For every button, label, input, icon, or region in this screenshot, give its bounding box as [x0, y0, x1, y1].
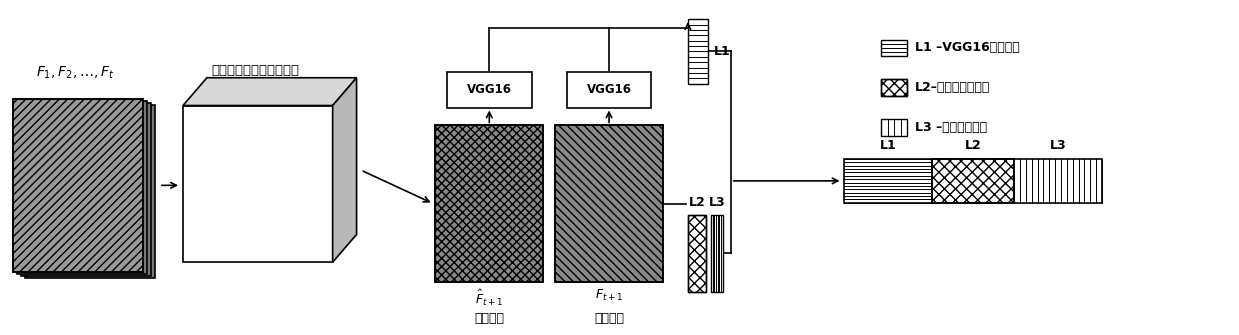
Bar — [881, 79, 907, 96]
Bar — [688, 215, 706, 292]
Polygon shape — [183, 78, 357, 106]
Text: 生成图像: 生成图像 — [475, 312, 504, 325]
Bar — [688, 19, 707, 84]
Bar — [21, 103, 151, 276]
Bar — [932, 159, 1014, 203]
Bar — [845, 159, 932, 203]
Bar — [17, 100, 147, 274]
Bar — [688, 215, 706, 292]
Text: L3: L3 — [1049, 139, 1067, 152]
Bar — [14, 98, 142, 272]
Text: 三维金字塔图像生成网络: 三维金字塔图像生成网络 — [212, 64, 300, 77]
Text: L1 –VGG16特征距离: L1 –VGG16特征距离 — [916, 42, 1020, 55]
Bar — [14, 98, 142, 272]
Bar — [555, 125, 663, 282]
Bar — [711, 215, 722, 292]
Text: L2–图像间欧式距离: L2–图像间欧式距离 — [916, 81, 991, 94]
Bar — [1014, 159, 1101, 203]
Text: VGG16: VGG16 — [467, 83, 512, 96]
Bar — [881, 40, 907, 56]
Text: L3: L3 — [709, 196, 725, 209]
Bar — [435, 125, 543, 282]
Text: L1: L1 — [714, 45, 731, 58]
Bar — [566, 72, 652, 108]
Text: L2: L2 — [965, 139, 981, 152]
Bar — [881, 119, 907, 136]
Text: $F_{t+1}$: $F_{t+1}$ — [595, 288, 623, 303]
Bar — [183, 106, 332, 262]
Bar — [555, 125, 663, 282]
Text: L3 –图像间梯度差: L3 –图像间梯度差 — [916, 121, 987, 134]
Bar — [447, 72, 532, 108]
Text: L2: L2 — [689, 196, 705, 209]
Text: $F_1, F_2, \ldots, F_t$: $F_1, F_2, \ldots, F_t$ — [36, 64, 114, 81]
Bar — [881, 79, 907, 96]
Bar — [435, 125, 543, 282]
Text: 真实图像: 真实图像 — [593, 312, 624, 325]
Text: L1: L1 — [880, 139, 897, 152]
Polygon shape — [332, 78, 357, 262]
Bar — [25, 105, 155, 278]
Bar — [932, 159, 1014, 203]
Text: VGG16: VGG16 — [586, 83, 632, 96]
Text: $\hat{F}_{t+1}$: $\hat{F}_{t+1}$ — [476, 288, 503, 308]
